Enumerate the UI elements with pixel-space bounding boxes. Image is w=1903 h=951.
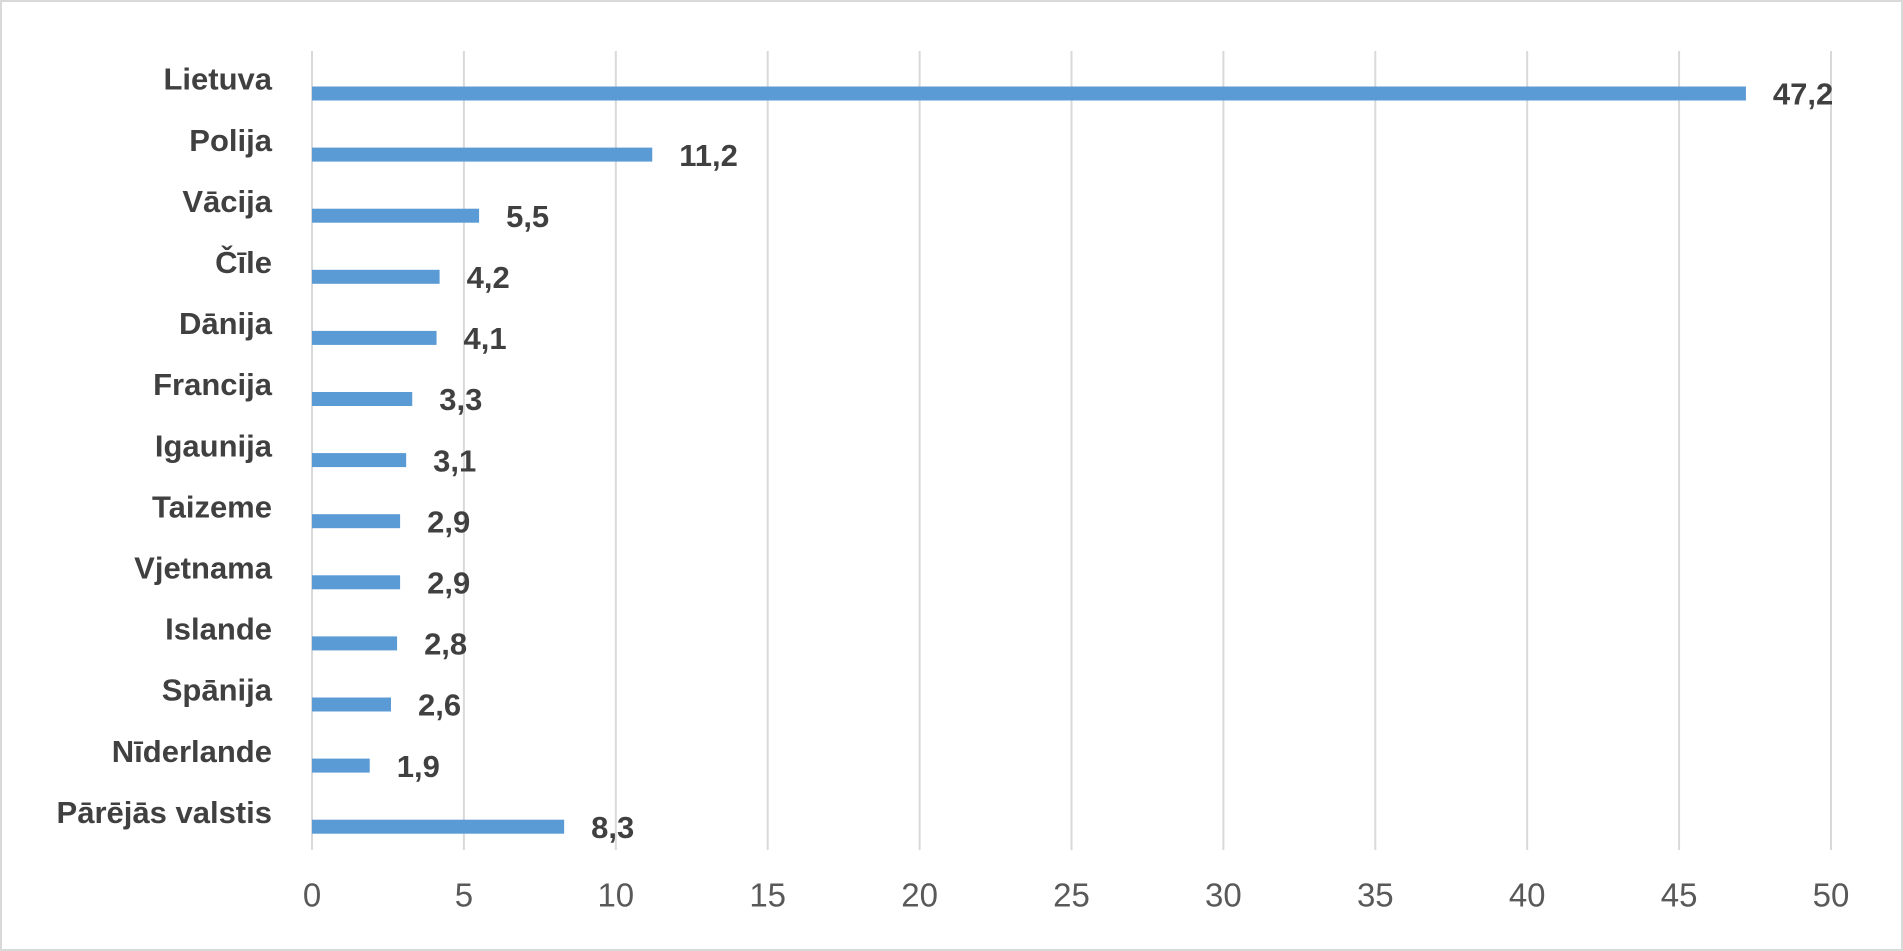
value-label: 2,8: [424, 627, 467, 662]
y-tick-label: Francija: [153, 367, 273, 402]
bar: [312, 147, 653, 162]
y-tick-label: Spānija: [162, 673, 273, 708]
y-tick-label: Pārējās valstis: [57, 795, 272, 830]
value-label: 8,3: [591, 810, 634, 845]
value-label: 3,1: [433, 443, 476, 478]
value-label: 47,2: [1773, 77, 1833, 112]
bar: [312, 575, 401, 590]
bar: [312, 453, 407, 468]
x-tick-label: 30: [1205, 877, 1242, 914]
y-tick-label: Čīle: [215, 244, 272, 280]
bar: [312, 819, 565, 834]
value-label: 3,3: [439, 382, 482, 417]
value-label: 4,2: [467, 260, 510, 295]
value-label: 2,9: [427, 504, 470, 539]
bar: [312, 697, 391, 712]
bar: [312, 208, 480, 223]
x-tick-label: 45: [1661, 877, 1698, 914]
value-label: 2,6: [418, 688, 461, 723]
bar: [312, 330, 437, 345]
x-tick-label: 40: [1509, 877, 1546, 914]
y-tick-label: Islande: [165, 612, 272, 647]
y-tick-label: Taizeme: [152, 489, 272, 524]
value-label: 2,9: [427, 565, 470, 600]
bar: [312, 269, 440, 284]
value-label: 4,1: [464, 321, 507, 356]
y-tick-label: Vjetnama: [134, 550, 273, 585]
x-tick-label: 25: [1053, 877, 1090, 914]
y-tick-label: Igaunija: [155, 428, 273, 463]
x-tick-label: 15: [749, 877, 786, 914]
x-tick-label: 35: [1357, 877, 1394, 914]
bar: [312, 758, 370, 773]
y-tick-label: Nīderlande: [112, 734, 272, 769]
value-label: 5,5: [506, 199, 549, 234]
x-tick-label: 10: [597, 877, 634, 914]
x-tick-label: 50: [1813, 877, 1850, 914]
value-label: 11,2: [679, 138, 738, 173]
y-tick-label: Vācija: [182, 184, 272, 219]
x-tick-label: 0: [303, 877, 321, 914]
bar: [312, 514, 401, 529]
bar: [312, 86, 1746, 101]
x-tick-label: 5: [455, 877, 473, 914]
value-label: 1,9: [397, 749, 440, 784]
x-tick-label: 20: [901, 877, 938, 914]
bar: [312, 636, 398, 651]
y-tick-label: Dānija: [179, 306, 273, 341]
y-tick-label: Polija: [189, 123, 272, 158]
bar: [312, 392, 413, 406]
y-tick-label: Lietuva: [163, 62, 272, 97]
